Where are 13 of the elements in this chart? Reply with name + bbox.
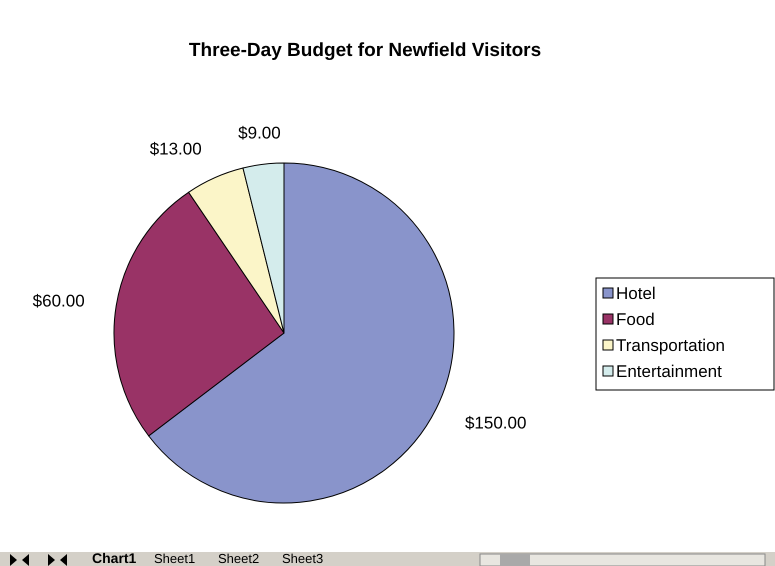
legend-label: Hotel <box>616 284 656 303</box>
text: Sheet2 <box>218 551 260 566</box>
legend-label: Transportation <box>616 336 725 355</box>
text: Sheet3 <box>282 551 324 566</box>
chart-title: Three-Day Budget for Newfield Visitors <box>188 40 542 61</box>
data-label: $9.00 <box>238 123 281 142</box>
legend-label: Entertainment <box>616 362 722 381</box>
data-label: $60.00 <box>32 291 85 310</box>
caption: Chart1 <box>92 550 137 566</box>
data-label: $150.00 <box>464 414 526 433</box>
legend-label: Food <box>616 310 655 329</box>
data-label: $13.00 <box>150 139 202 158</box>
text: Sheet1 <box>154 551 196 566</box>
